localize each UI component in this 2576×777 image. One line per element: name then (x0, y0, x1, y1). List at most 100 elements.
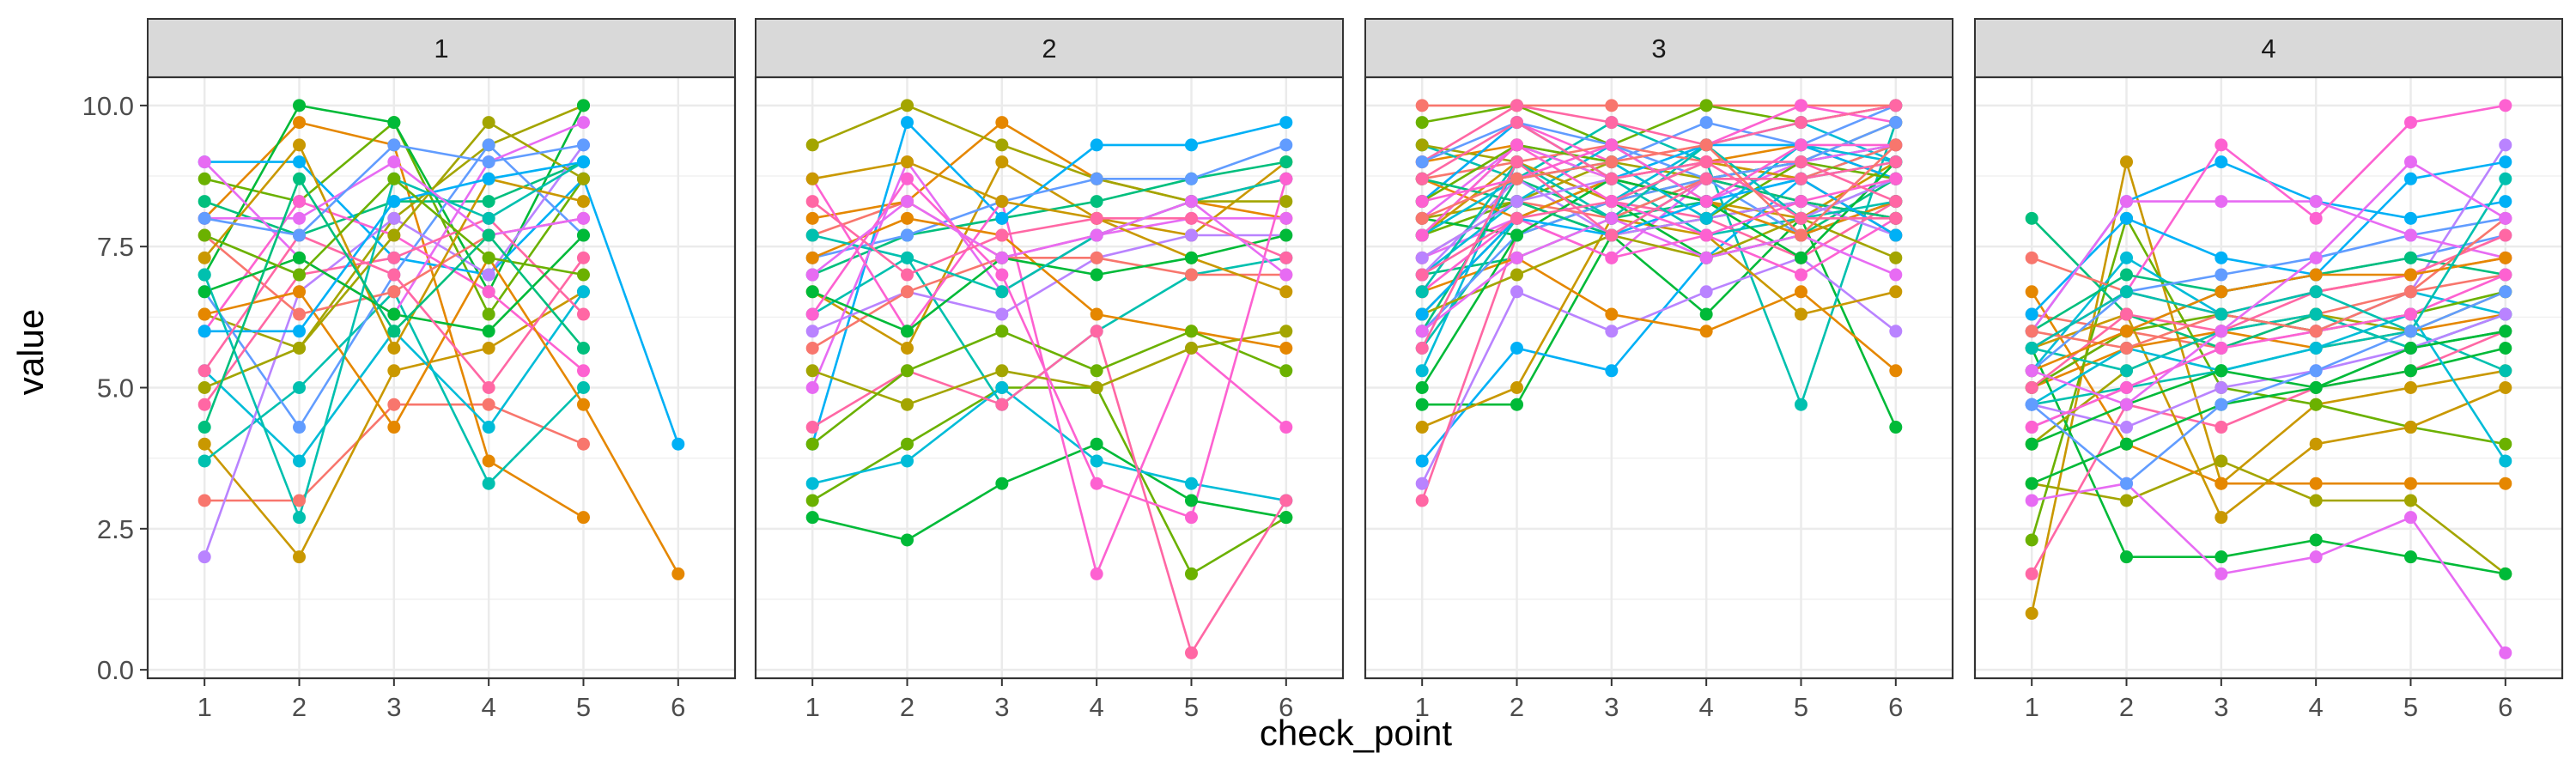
data-point (482, 268, 495, 282)
data-point (1699, 211, 1713, 225)
y-tick-label: 0.0 (97, 655, 134, 685)
series-line (1421, 143, 1897, 237)
data-point (1415, 285, 1429, 299)
data-point (1794, 251, 1807, 264)
data-point (197, 454, 211, 468)
series-line (204, 256, 679, 575)
data-point (1794, 99, 1807, 112)
series-line (811, 143, 1287, 259)
data-point (197, 155, 211, 169)
data-point (995, 116, 1009, 130)
x-tick-label: 4 (1090, 692, 1104, 722)
data-point (387, 116, 401, 130)
data-point (995, 251, 1009, 264)
data-point (293, 421, 307, 434)
data-point (2309, 325, 2323, 338)
data-point (2309, 307, 2323, 321)
series-line (811, 121, 1287, 445)
data-point (2025, 494, 2038, 507)
data-point (197, 268, 211, 282)
series-line (2031, 347, 2506, 575)
data-point (387, 325, 401, 338)
data-point (293, 155, 307, 169)
data-point (482, 195, 495, 209)
data-point (2403, 381, 2417, 395)
data-point (1510, 116, 1524, 130)
series-line (2031, 291, 2506, 485)
data-point (2025, 477, 2038, 490)
data-point (2499, 341, 2512, 355)
facet-strip (147, 18, 736, 78)
data-point (387, 138, 401, 152)
data-point (1889, 285, 1903, 299)
data-point (1889, 195, 1903, 209)
data-point (2403, 421, 2417, 434)
data-point (1415, 477, 1429, 490)
series-line (811, 256, 1286, 349)
series-line (811, 200, 1287, 276)
data-point (805, 511, 819, 525)
data-point (2025, 325, 2038, 338)
series-line (1421, 217, 1897, 332)
data-point (1889, 251, 1903, 264)
data-point (1184, 477, 1198, 490)
data-point (293, 228, 307, 242)
series-line (1422, 217, 1897, 428)
data-point (1510, 341, 1524, 355)
data-point (995, 398, 1009, 411)
data-point (2215, 341, 2228, 355)
x-tick-label: 6 (1888, 692, 1903, 722)
series-line (1421, 143, 1896, 203)
data-point (2309, 211, 2323, 225)
data-point (2309, 195, 2323, 209)
data-point (1699, 172, 1713, 185)
data-point (2215, 398, 2228, 411)
data-point (1794, 268, 1807, 282)
series-line (1421, 121, 1897, 203)
data-point (901, 454, 914, 468)
data-point (293, 195, 307, 209)
data-point (2120, 307, 2134, 321)
data-point (1090, 567, 1103, 580)
data-point (1699, 251, 1713, 264)
series-line (1421, 256, 1897, 372)
data-point (1415, 307, 1429, 321)
data-point (2403, 211, 2417, 225)
series-line (2031, 178, 2506, 349)
data-point (901, 99, 914, 112)
data-point (805, 437, 819, 451)
data-point (1605, 116, 1619, 130)
x-tick-label: 5 (1794, 692, 1808, 722)
data-point (2025, 421, 2038, 434)
data-point (293, 511, 307, 525)
data-point (1510, 211, 1524, 225)
data-point (1510, 99, 1524, 112)
data-point (1605, 307, 1619, 321)
data-point (2499, 228, 2512, 242)
data-point (901, 155, 914, 169)
data-point (1184, 251, 1198, 264)
data-point (901, 364, 914, 378)
data-point (576, 307, 590, 321)
data-point (1279, 172, 1293, 185)
data-point (293, 341, 307, 355)
data-point (2120, 437, 2134, 451)
data-point (387, 195, 401, 209)
data-point (1415, 195, 1429, 209)
y-tick-label: 7.5 (97, 232, 134, 262)
data-point (2215, 421, 2228, 434)
data-point (576, 138, 590, 152)
data-point (1090, 211, 1103, 225)
data-point (901, 211, 914, 225)
data-point (2215, 285, 2228, 299)
data-point (293, 494, 307, 507)
series-line (2031, 217, 2506, 372)
data-point (1889, 116, 1903, 130)
series-line (1420, 200, 1897, 501)
data-point (2403, 325, 2417, 338)
data-point (1699, 307, 1713, 321)
data-point (805, 364, 819, 378)
data-point (576, 398, 590, 411)
data-point (805, 285, 819, 299)
data-point (901, 195, 914, 209)
